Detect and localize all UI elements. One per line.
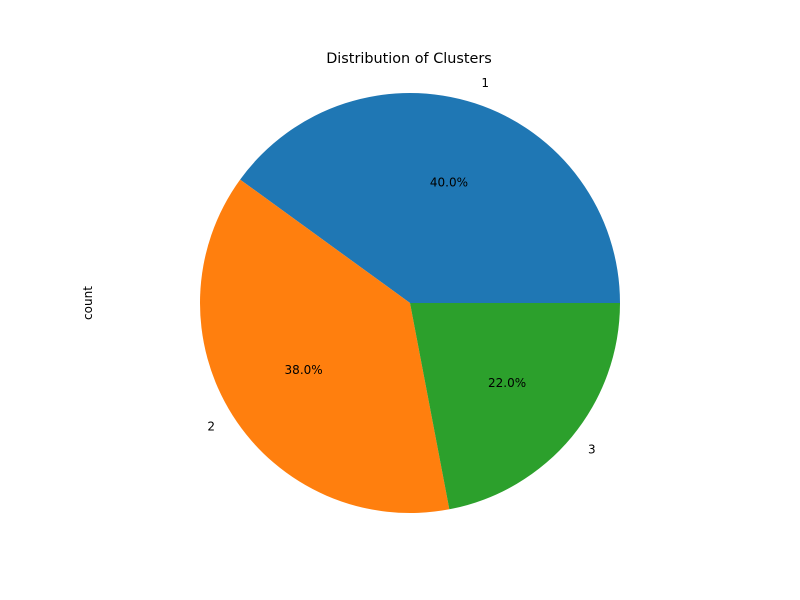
- slice-percent-label-3: 22.0%: [488, 376, 526, 390]
- slice-label-2: 2: [207, 419, 215, 433]
- pie-slice-3: [410, 303, 620, 510]
- y-axis-label: count: [81, 286, 95, 320]
- pie-slice-1: [240, 92, 620, 304]
- chart-title: Distribution of Clusters: [326, 51, 492, 67]
- pie-slice-2: [199, 179, 450, 513]
- slice-label-3: 3: [588, 443, 596, 457]
- slice-label-1: 1: [481, 76, 489, 90]
- pie-labels: 1 40.0% 2 38.0% 3 22.0%: [207, 76, 595, 457]
- slice-percent-label-2: 38.0%: [285, 363, 323, 377]
- pie-slices: [199, 92, 620, 513]
- slice-percent-label-1: 40.0%: [430, 176, 468, 190]
